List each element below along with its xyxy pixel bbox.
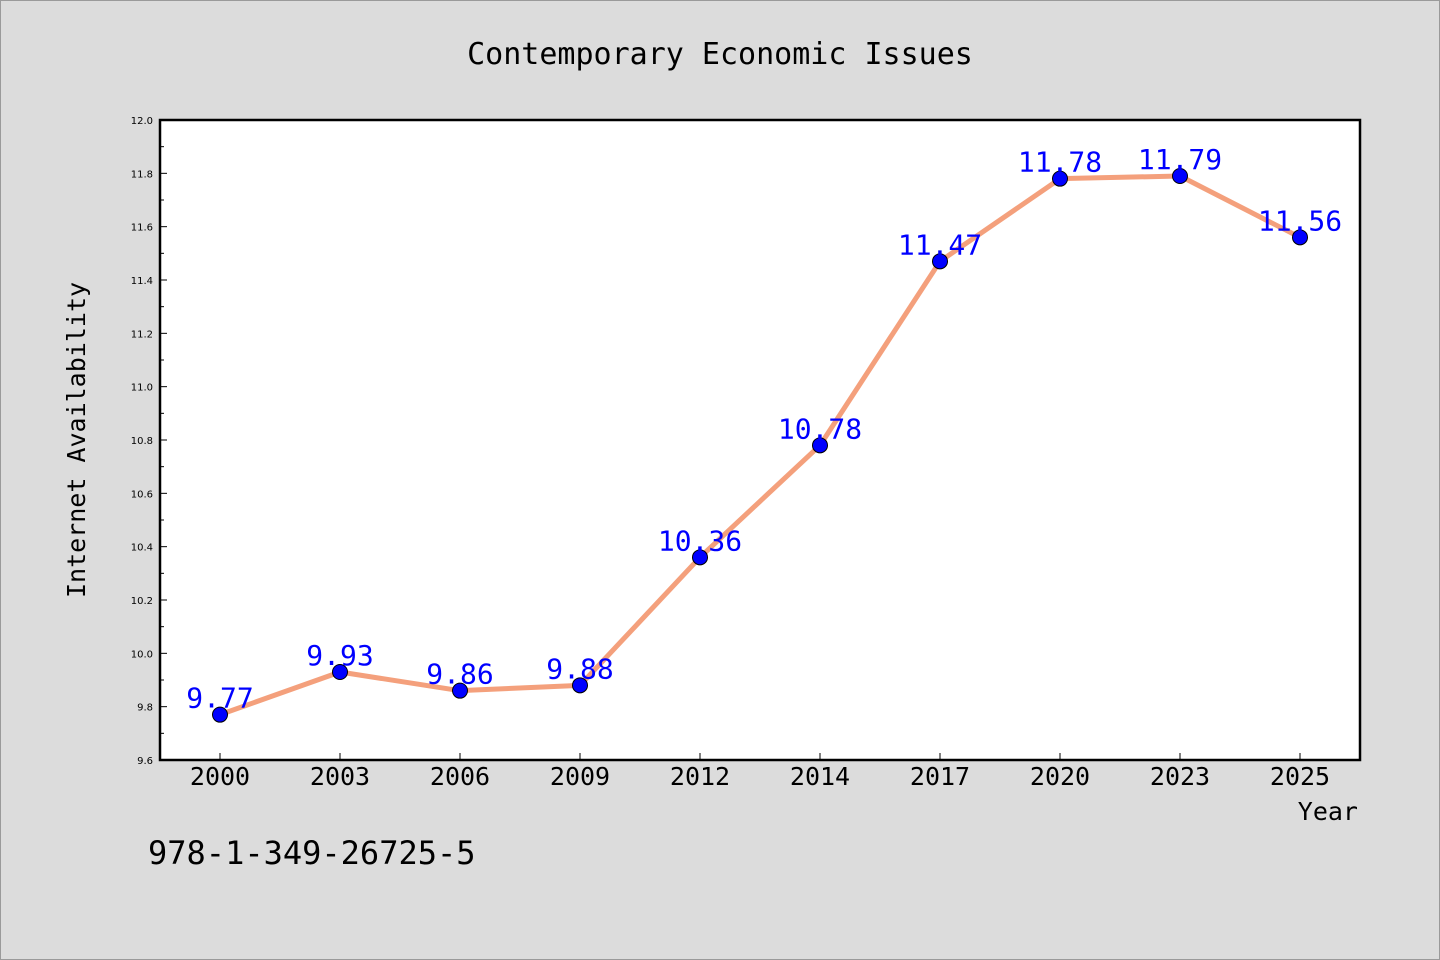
chart-title: Contemporary Economic Issues — [467, 37, 973, 72]
plot-frame — [158, 118, 1362, 762]
isbn-label: 978-1-349-26725-5 — [148, 834, 476, 872]
y-tick-label: 12.0 — [131, 116, 153, 127]
data-label: 9.77 — [186, 682, 253, 715]
y-tick-label: 9.6 — [137, 756, 153, 767]
plot-area — [160, 120, 1360, 760]
data-label: 11.56 — [1258, 204, 1342, 237]
y-tick-label: 11.0 — [131, 383, 153, 394]
data-label: 10.78 — [778, 412, 862, 445]
x-axis: 2000 2003 2006 2009 2012 2014 2017 2020 2023 2025 — [190, 753, 1330, 791]
data-point — [1292, 229, 1308, 246]
x-tick-label: 2014 — [790, 762, 850, 791]
data-label: 9.93 — [306, 639, 373, 672]
series-line — [219, 173, 1302, 718]
data-point — [1172, 168, 1188, 184]
x-tick-label: 2006 — [430, 762, 490, 791]
x-tick-label: 2003 — [310, 762, 370, 791]
data-point — [572, 677, 588, 694]
data-label: 11.78 — [1018, 146, 1102, 179]
data-label: 10.36 — [658, 524, 742, 557]
x-tick-label: 2009 — [550, 762, 610, 791]
x-tick-label: 2025 — [1270, 762, 1330, 791]
y-tick-label: 11.8 — [131, 169, 153, 180]
x-tick-label: 2020 — [1030, 762, 1090, 791]
y-tick-label: 10.0 — [131, 649, 153, 660]
x-tick-label: 2000 — [190, 762, 250, 791]
y-tick-label: 11.2 — [131, 329, 153, 340]
y-axis-label: Internet Availability — [62, 282, 91, 598]
data-point — [932, 253, 948, 270]
data-label: 11.47 — [898, 228, 982, 261]
data-point — [812, 437, 828, 454]
series-layer: 9.77 9.93 9.86 9.88 10.36 10.78 11.47 11.78 11.7… — [186, 143, 1342, 723]
y-tick-label: 11.6 — [131, 223, 153, 234]
y-tick-label: 11.4 — [131, 276, 153, 287]
data-label: 11.79 — [1138, 143, 1222, 176]
y-tick-label: 9.8 — [137, 703, 153, 714]
x-axis-label: Year — [1298, 797, 1358, 826]
x-tick-label: 2012 — [670, 762, 730, 791]
data-point — [1052, 170, 1068, 187]
y-tick-label: 10.2 — [131, 596, 153, 607]
data-label: 9.88 — [546, 652, 613, 685]
data-label: 9.86 — [426, 658, 493, 691]
data-point — [332, 664, 348, 680]
data-point — [692, 549, 708, 566]
y-tick-label: 10.8 — [131, 436, 153, 447]
data-point — [452, 682, 468, 699]
data-point — [212, 706, 228, 723]
y-axis: 9.6 9.8 10.0 10.2 10.4 10.6 10.8 11.0 11.2 11.4 11… — [131, 116, 167, 767]
y-tick-label: 10.4 — [131, 543, 153, 554]
y-tick-label: 10.6 — [131, 489, 153, 500]
x-tick-label: 2017 — [910, 762, 970, 791]
x-tick-label: 2023 — [1150, 762, 1210, 791]
